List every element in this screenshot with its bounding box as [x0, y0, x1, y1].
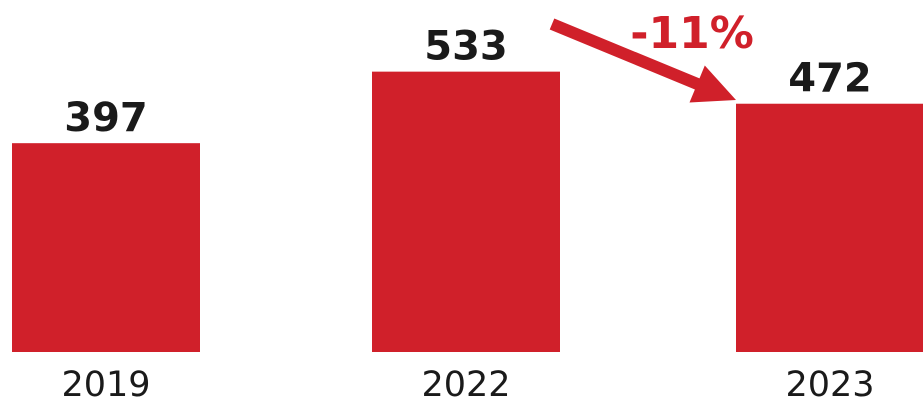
bars-layer — [12, 71, 923, 352]
category-label-2022: 2022 — [421, 365, 510, 399]
change-annotation: -11% — [549, 8, 754, 103]
bar-2019 — [12, 143, 200, 352]
bar-2023 — [736, 103, 923, 352]
bar-value-label-2019: 397 — [64, 95, 148, 141]
change-percent-label: -11% — [630, 8, 754, 59]
category-label-2023: 2023 — [785, 365, 874, 399]
bar-2022 — [372, 71, 560, 352]
change-arrow-icon — [549, 18, 736, 103]
value-labels-layer: 397 533 472 — [64, 24, 872, 142]
category-label-2019: 2019 — [61, 365, 150, 399]
bar-value-label-2022: 533 — [424, 24, 508, 70]
category-labels-layer: 2019 2022 2023 — [61, 365, 874, 399]
bar-value-label-2023: 472 — [788, 56, 872, 102]
